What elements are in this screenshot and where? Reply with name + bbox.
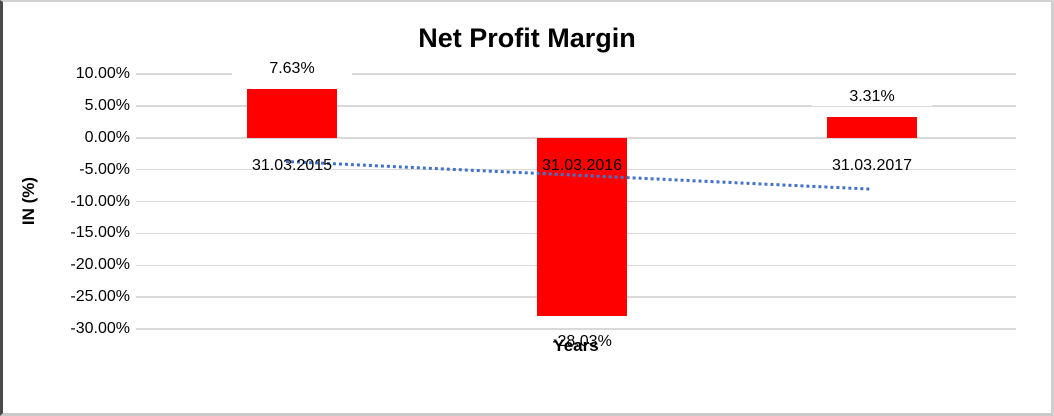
bar-31.03.2017[interactable] bbox=[827, 116, 917, 138]
bar-31.03.2015[interactable] bbox=[247, 89, 337, 138]
chart-title: Net Profit Margin bbox=[418, 23, 636, 53]
x-axis-tick-label: 31.03.2017 bbox=[831, 157, 913, 174]
bar-value-label: 3.31% bbox=[812, 86, 932, 106]
x-axis-tick-label: 31.03.2015 bbox=[251, 157, 333, 174]
x-axis-tick-label: 31.03.2016 bbox=[541, 157, 623, 174]
y-axis-tick-label: -25.00% bbox=[70, 288, 130, 306]
gridline bbox=[136, 105, 1016, 107]
y-axis-tick-label: -10.00% bbox=[70, 192, 130, 210]
y-axis-tick-label: -15.00% bbox=[70, 224, 130, 242]
y-axis-tick-label: -30.00% bbox=[70, 320, 130, 337]
bar-value-label: -28.03% bbox=[552, 333, 612, 351]
gridline bbox=[136, 73, 1016, 75]
y-axis-tick-label: 0.00% bbox=[84, 128, 130, 146]
y-axis-tick-label: 10.00% bbox=[75, 65, 130, 82]
y-axis-tick-label: -5.00% bbox=[79, 160, 130, 178]
gridline bbox=[136, 328, 1016, 330]
y-axis-tick-label: 5.00% bbox=[84, 96, 130, 114]
x-axis-title: Years bbox=[553, 336, 599, 355]
y-axis-tick-label: -20.00% bbox=[70, 256, 130, 274]
bar-31.03.2016[interactable] bbox=[537, 137, 627, 317]
bar-value-label: 7.63% bbox=[232, 59, 352, 79]
